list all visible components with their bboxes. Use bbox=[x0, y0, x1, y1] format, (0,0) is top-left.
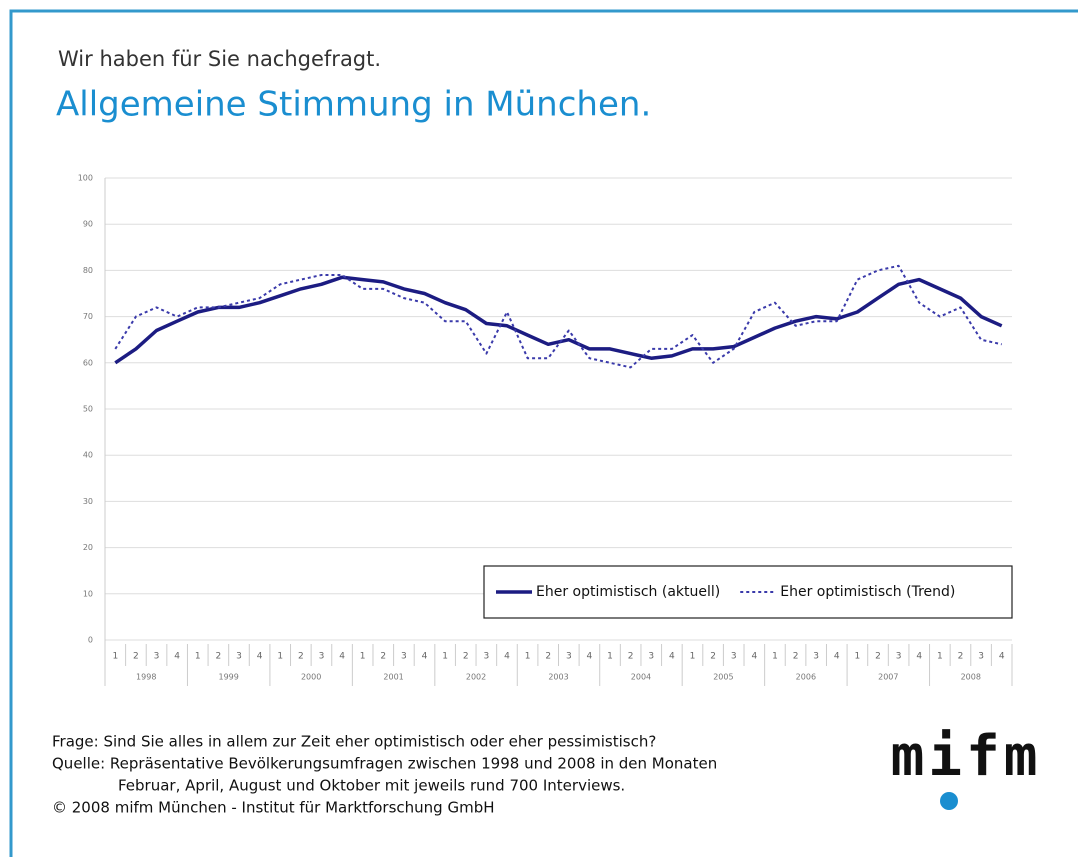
x-tick-label: 2 bbox=[380, 652, 386, 662]
year-label: 2003 bbox=[548, 673, 568, 682]
y-tick-label: 10 bbox=[83, 589, 93, 598]
note: Frage: Sind Sie alles in allem zur Zeit … bbox=[52, 733, 656, 751]
x-tick-label: 1 bbox=[690, 652, 696, 662]
year-label: 2002 bbox=[466, 673, 486, 682]
chart-subtitle: Wir haben für Sie nachgefragt. bbox=[58, 47, 381, 71]
y-tick-label: 70 bbox=[83, 312, 93, 321]
x-tick-label: 4 bbox=[999, 652, 1005, 662]
x-tick-label: 3 bbox=[896, 652, 902, 662]
series-line bbox=[114, 275, 1003, 365]
x-tick-label: 3 bbox=[566, 652, 572, 662]
note: © 2008 mifm München - Institut für Markt… bbox=[52, 799, 495, 817]
legend-label: Eher optimistisch (aktuell) bbox=[536, 584, 720, 600]
x-tick-label: 3 bbox=[731, 652, 737, 662]
x-tick-label: 2 bbox=[628, 652, 634, 662]
x-tick-label: 2 bbox=[793, 652, 799, 662]
y-tick-label: 30 bbox=[83, 497, 93, 506]
frame bbox=[9, 9, 1078, 857]
y-tick-label: 40 bbox=[83, 451, 93, 460]
x-tick-label: 1 bbox=[277, 652, 283, 662]
year-label: 1998 bbox=[136, 673, 156, 682]
year-label: 2004 bbox=[631, 673, 651, 682]
logo: mifm bbox=[891, 724, 1042, 789]
x-tick-label: 4 bbox=[916, 652, 922, 662]
year-label: 1999 bbox=[219, 673, 239, 682]
x-tick-label: 4 bbox=[174, 652, 180, 662]
x-tick-label: 1 bbox=[195, 652, 201, 662]
x-tick-label: 2 bbox=[710, 652, 716, 662]
x-tick-label: 4 bbox=[587, 652, 593, 662]
y-tick-label: 90 bbox=[83, 220, 93, 229]
x-tick-label: 4 bbox=[751, 652, 757, 662]
x-tick-label: 1 bbox=[772, 652, 778, 662]
x-tick-label: 4 bbox=[504, 652, 510, 662]
y-tick-label: 50 bbox=[83, 405, 93, 414]
x-tick-label: 3 bbox=[978, 652, 984, 662]
x-tick-label: 2 bbox=[875, 652, 881, 662]
year-label: 2001 bbox=[383, 673, 403, 682]
x-tick-label: 1 bbox=[607, 652, 613, 662]
x-tick-label: 3 bbox=[401, 652, 407, 662]
x-tick-label: 3 bbox=[813, 652, 819, 662]
x-tick-label: 2 bbox=[216, 652, 222, 662]
x-tick-label: 1 bbox=[112, 652, 118, 662]
y-tick-label: 100 bbox=[78, 174, 93, 183]
x-tick-label: 3 bbox=[319, 652, 325, 662]
year-label: 2007 bbox=[878, 673, 898, 682]
legend-label: Eher optimistisch (Trend) bbox=[780, 584, 955, 600]
year-label: 2008 bbox=[961, 673, 981, 682]
x-tick-label: 1 bbox=[360, 652, 366, 662]
y-tick-label: 0 bbox=[88, 636, 93, 645]
x-tick-label: 2 bbox=[958, 652, 964, 662]
chart-title: Allgemeine Stimmung in München. bbox=[56, 85, 651, 125]
y-tick-label: 20 bbox=[83, 543, 93, 552]
x-tick-label: 4 bbox=[834, 652, 840, 662]
x-tick-label: 3 bbox=[236, 652, 242, 662]
x-tick-label: 2 bbox=[545, 652, 551, 662]
x-tick-label: 2 bbox=[298, 652, 304, 662]
year-label: 2006 bbox=[796, 673, 816, 682]
year-label: 2000 bbox=[301, 673, 321, 682]
logo-dot bbox=[940, 792, 958, 810]
x-tick-label: 1 bbox=[525, 652, 531, 662]
x-tick-label: 3 bbox=[154, 652, 160, 662]
year-label: 2005 bbox=[713, 673, 733, 682]
x-tick-label: 4 bbox=[257, 652, 263, 662]
x-tick-label: 1 bbox=[937, 652, 943, 662]
x-tick-label: 4 bbox=[422, 652, 428, 662]
note: Quelle: Repräsentative Bevölkerungsumfra… bbox=[52, 755, 717, 773]
x-tick-label: 3 bbox=[648, 652, 654, 662]
x-tick-label: 2 bbox=[133, 652, 139, 662]
x-tick-label: 2 bbox=[463, 652, 469, 662]
x-tick-label: 4 bbox=[339, 652, 345, 662]
x-tick-label: 4 bbox=[669, 652, 675, 662]
x-tick-label: 3 bbox=[483, 652, 489, 662]
x-tick-label: 1 bbox=[442, 652, 448, 662]
y-tick-label: 60 bbox=[83, 358, 93, 367]
note: Februar, April, August und Oktober mit j… bbox=[118, 777, 625, 795]
y-tick-label: 80 bbox=[83, 266, 93, 275]
x-tick-label: 1 bbox=[855, 652, 861, 662]
